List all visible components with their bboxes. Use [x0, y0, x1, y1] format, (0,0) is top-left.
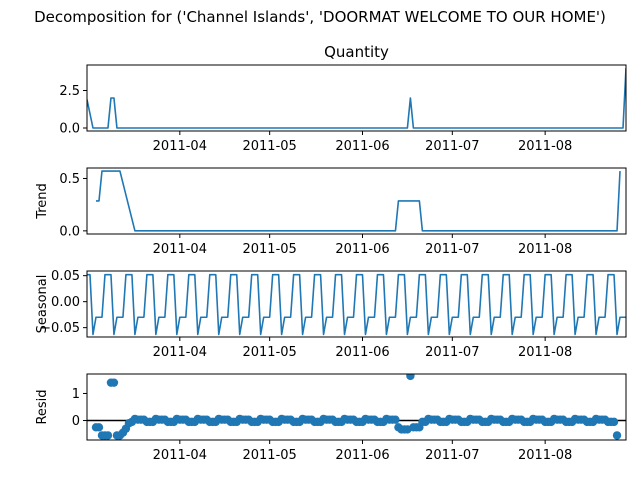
- x-tick-label: 2011-07: [425, 242, 479, 257]
- y-tick-label: 1: [72, 387, 80, 402]
- y-tick-label: 0: [72, 414, 80, 429]
- resid-point: [109, 378, 119, 387]
- plot-area: [87, 67, 626, 129]
- x-tick-label: 2011-06: [335, 345, 389, 360]
- x-tick-label: 2011-04: [153, 139, 207, 154]
- x-tick-label: 2011-06: [335, 448, 389, 463]
- x-tick-label: 2011-08: [518, 139, 572, 154]
- resid-point: [609, 417, 619, 427]
- y-tick-label: 0.5: [59, 172, 80, 187]
- x-tick-label: 2011-08: [518, 345, 572, 360]
- panel-title: Quantity: [324, 43, 389, 61]
- x-tick-label: 2011-04: [153, 448, 207, 463]
- y-tick-label: 0.0: [59, 122, 80, 137]
- plot-area: [87, 374, 626, 440]
- panel-3: Seasonal 2011-04 2011-05 2011-06 2011-07 2011…: [35, 269, 627, 360]
- y-tick-label: 0.00: [51, 295, 80, 310]
- x-tick-label: 2011-05: [242, 139, 296, 154]
- resid-point: [612, 431, 622, 440]
- resid-point: [103, 431, 113, 440]
- panel-4: Resid 2011-04 2011-05 2011-06 2011-07 2011-08…: [35, 373, 627, 463]
- x-tick-label: 2011-06: [335, 242, 389, 257]
- series-line: [95, 170, 621, 232]
- axes-frame: [86, 167, 627, 235]
- plot-area: [87, 273, 626, 336]
- panels: Quantity 2011-04 2011-05 2011-06 2011-07 2011…: [35, 43, 627, 463]
- panel-1: Quantity 2011-04 2011-05 2011-06 2011-07 2011…: [59, 43, 627, 154]
- y-axis-label: Trend: [35, 183, 50, 220]
- y-tick-label: 0.05: [51, 269, 80, 284]
- x-tick-label: 2011-05: [242, 345, 296, 360]
- x-tick-label: 2011-05: [242, 448, 296, 463]
- axes-frame: [86, 373, 627, 441]
- x-tick-label: 2011-06: [335, 139, 389, 154]
- figure-suptitle: Decomposition for ('Channel Islands', 'D…: [34, 8, 606, 26]
- x-tick-label: 2011-05: [242, 242, 296, 257]
- x-tick-label: 2011-07: [425, 448, 479, 463]
- y-axis-label: Resid: [35, 389, 50, 424]
- series-line: [87, 67, 626, 129]
- y-tick-label: −0.05: [40, 321, 80, 336]
- axes-frame: [86, 270, 627, 338]
- panel-2: Trend 2011-04 2011-05 2011-06 2011-07 2011-08…: [35, 167, 627, 257]
- y-tick-label: 2.5: [59, 84, 80, 99]
- x-tick-label: 2011-07: [425, 139, 479, 154]
- axes-frame: [86, 64, 627, 132]
- x-tick-label: 2011-08: [518, 242, 572, 257]
- x-tick-label: 2011-07: [425, 345, 479, 360]
- y-tick-label: 0.0: [59, 224, 80, 239]
- x-tick-label: 2011-08: [518, 448, 572, 463]
- y-axis-label: Seasonal: [35, 275, 50, 334]
- plot-area: [95, 170, 621, 232]
- resid-point: [391, 415, 400, 424]
- resid-point: [94, 423, 104, 432]
- seasonal-line: [87, 273, 626, 336]
- resid-point: [406, 374, 415, 381]
- x-tick-label: 2011-04: [153, 242, 207, 257]
- x-tick-label: 2011-04: [153, 345, 207, 360]
